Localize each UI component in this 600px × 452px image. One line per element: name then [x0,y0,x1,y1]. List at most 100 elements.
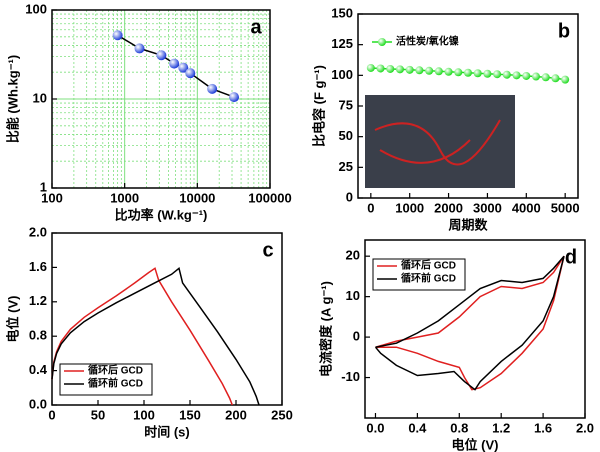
panel-label: d [565,246,577,268]
x-axis-label: 电位 (V) [452,437,499,452]
data-point [522,71,531,80]
y-tick-label: 25 [339,159,353,174]
y-tick-label: 0 [353,329,360,344]
x-tick-label: 100000 [248,190,291,205]
data-point [395,65,404,74]
data-point [134,43,145,54]
data-point [405,65,414,74]
x-tick-label: 0 [367,200,374,215]
y-tick-label: 50 [339,128,353,143]
x-axis-label: 比功率 (W.kg⁻¹) [115,207,208,222]
y-tick-label: 0.0 [29,396,47,411]
x-tick-label: 100 [41,190,63,205]
x-tick-label: 0.8 [450,420,468,435]
x-axis-label: 周期数 [448,217,488,232]
y-tick-label: 1.6 [29,259,47,274]
series-line [375,255,565,391]
y-tick-label: 20 [346,248,360,263]
data-point [532,72,541,81]
x-axis-label: 时间 (s) [144,424,190,439]
y-axis-label: 比能 (Wh.kg⁻¹) [5,55,20,143]
data-point [551,74,560,83]
y-tick-label: 100 [25,1,47,16]
x-tick-label: 200 [225,407,247,422]
x-tick-label: 1000 [395,200,424,215]
y-axis-label: 比电容 (F g⁻¹) [311,65,326,147]
panel-label: a [250,16,262,38]
series-line [51,266,260,406]
data-point [386,64,395,73]
x-tick-label: 250 [271,407,293,422]
legend-box [59,363,153,396]
data-point [561,75,570,84]
y-tick-label: 0 [346,189,353,204]
y-tick-label: -10 [341,369,360,384]
x-tick-label: 3000 [473,200,502,215]
data-point [425,66,434,75]
x-tick-label: 0 [48,407,55,422]
legend-label: 循环前 GCD [401,272,456,285]
photo-wires [374,119,501,166]
y-tick-label: 75 [339,97,353,112]
data-point [444,67,453,76]
series-line [51,267,233,406]
y-tick-label: 1 [40,179,47,194]
x-tick-label: 10000 [179,190,215,205]
x-tick-label: 1000 [110,190,139,205]
data-point [207,83,218,94]
x-tick-label: 2000 [434,200,463,215]
data-point [112,30,123,41]
plot-frame [357,13,579,199]
y-tick-label: 2.0 [29,224,47,239]
legend-marker [378,38,386,46]
y-axis-label: 电流密度 (A g⁻¹) [318,281,333,377]
data-point [493,70,502,79]
legend-box [372,258,466,291]
y-tick-label: 0.4 [29,362,48,377]
y-tick-label: 100 [331,67,353,82]
x-tick-label: 0.4 [408,420,427,435]
series-line [374,255,565,391]
y-tick-label: 150 [331,5,353,20]
plot-frame [364,239,586,419]
legend-label: 活性炭/氧化镍 [396,35,459,48]
data-point [483,69,492,78]
y-tick-label: 1.2 [29,293,47,308]
y-axis-label: 电位 (V) [5,296,20,343]
photo-inset [365,95,515,188]
x-tick-label: 50 [91,407,105,422]
data-point [229,92,240,103]
legend-label: 循环前 GCD [88,377,143,390]
data-point [512,71,521,80]
data-point [454,68,463,77]
plot-frame [51,232,283,406]
legend-label: 循环后 GCD [401,259,456,272]
x-tick-label: 1.6 [534,420,552,435]
plot-frame [51,9,271,189]
x-tick-label: 0.0 [366,420,384,435]
data-point [376,64,385,73]
data-point [178,62,189,73]
x-tick-label: 5000 [551,200,580,215]
legend-label: 循环后 GCD [88,364,143,377]
y-tick-label: 10 [33,90,47,105]
data-point [473,69,482,78]
data-point [502,70,511,79]
data-point [541,73,550,82]
x-tick-label: 1.2 [492,420,510,435]
data-point [366,63,375,72]
data-point [156,50,167,61]
y-tick-label: 125 [331,36,353,51]
y-tick-label: 10 [346,288,360,303]
y-tick-label: 0.8 [29,328,47,343]
data-point [415,66,424,75]
x-tick-label: 150 [179,407,201,422]
data-point [434,67,443,76]
data-point [185,68,196,79]
x-tick-label: 100 [133,407,155,422]
data-point [169,58,180,69]
data-point [464,68,472,77]
x-tick-label: 2.0 [576,420,594,435]
panel-label: b [558,20,570,42]
